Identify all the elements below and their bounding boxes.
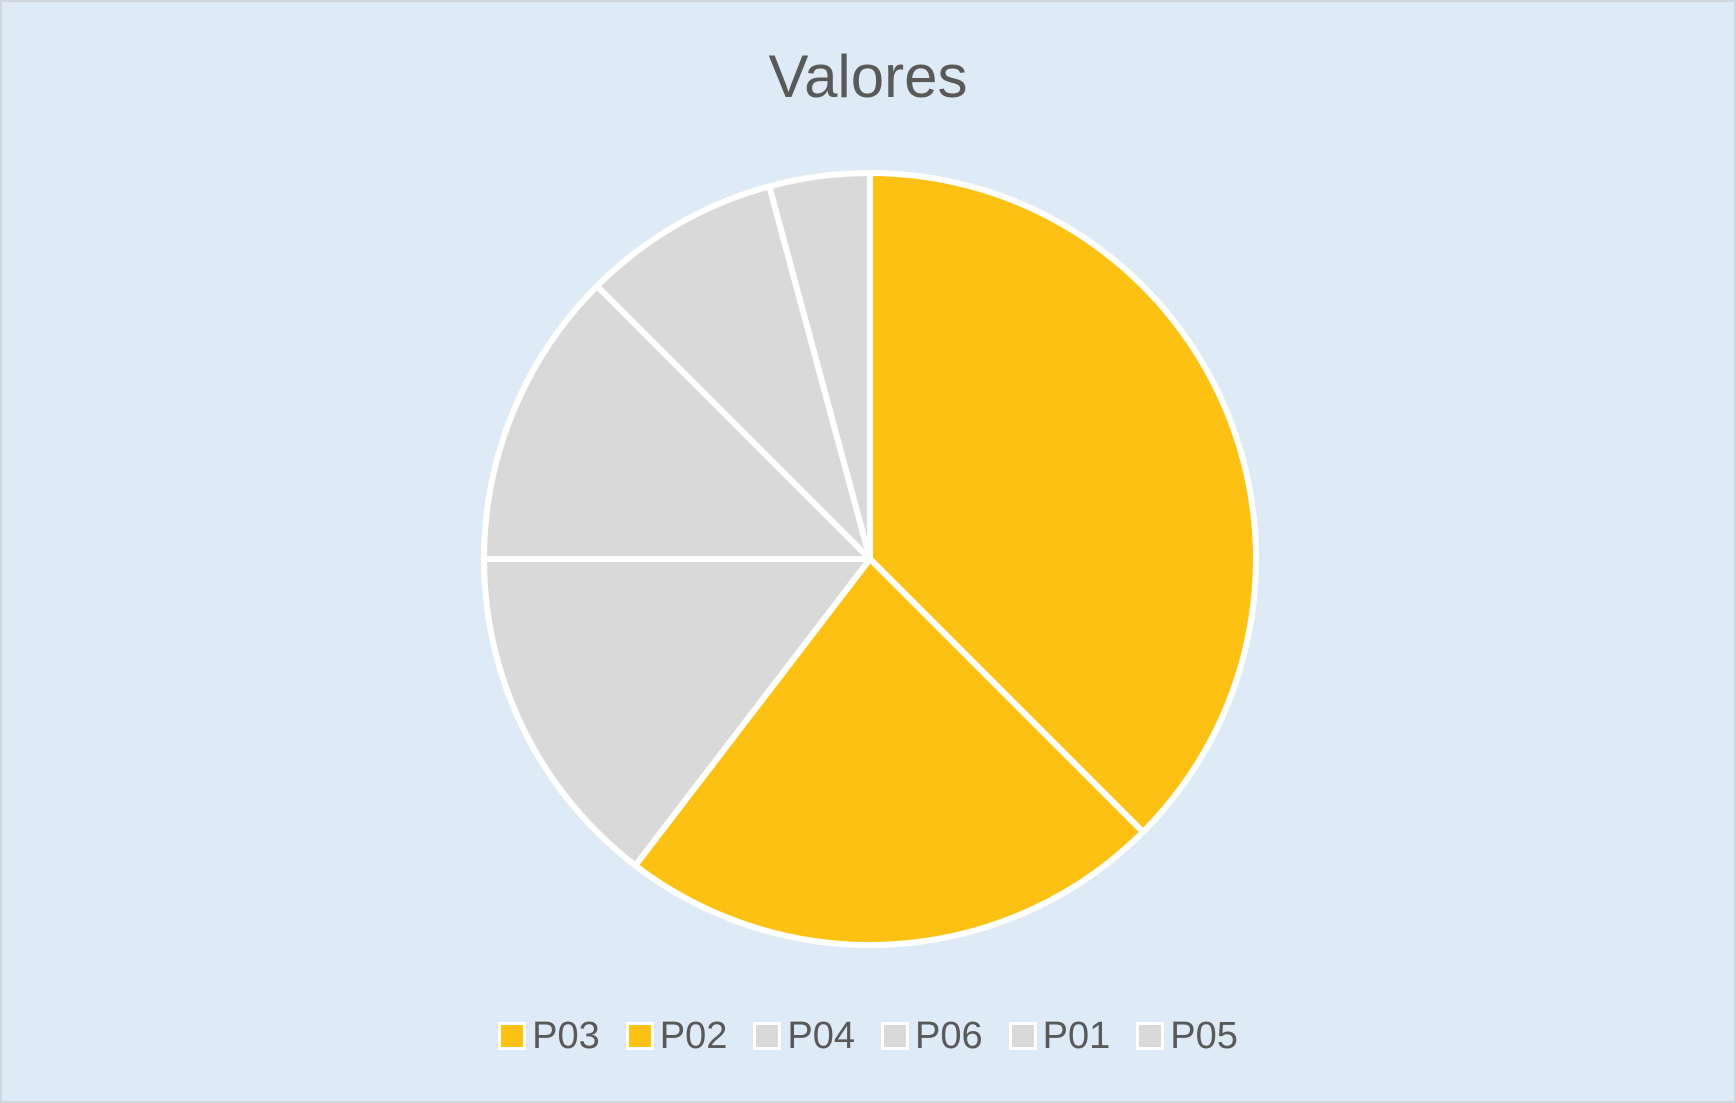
chart-title: Valores: [768, 43, 968, 110]
pie-slice-p05: [766, 170, 873, 562]
legend-swatch: [625, 1022, 654, 1050]
legend-label: P03: [532, 1015, 600, 1057]
legend-label: P02: [659, 1015, 728, 1057]
legend-item-p06: P06: [881, 1014, 983, 1058]
legend-swatch: [498, 1022, 527, 1050]
legend-swatch: [1008, 1022, 1037, 1050]
pie-slice-p06: [481, 283, 873, 562]
legend-item-p05: P05: [1136, 1014, 1238, 1058]
legend-item-p02: P02: [625, 1014, 728, 1058]
pie-slice-p03: [867, 170, 1259, 835]
legend-label: P05: [1170, 1015, 1238, 1057]
legend-label: P04: [787, 1015, 855, 1057]
legend-item-p01: P01: [1008, 1014, 1111, 1058]
legend-label: P06: [915, 1015, 983, 1057]
legend-swatch: [1136, 1022, 1165, 1050]
pie-slice-p04: [481, 556, 873, 869]
pie-slice-p02: [632, 556, 1146, 948]
legend-item-p03: P03: [498, 1014, 600, 1058]
legend-label: P01: [1042, 1015, 1111, 1057]
legend-swatch: [881, 1022, 909, 1050]
legend-swatch: [753, 1022, 782, 1050]
pie-slice-p01: [594, 183, 873, 562]
legend: P03 P02 P04 P06 P01 P05: [2, 1014, 1734, 1058]
legend-item-p04: P04: [753, 1014, 855, 1058]
